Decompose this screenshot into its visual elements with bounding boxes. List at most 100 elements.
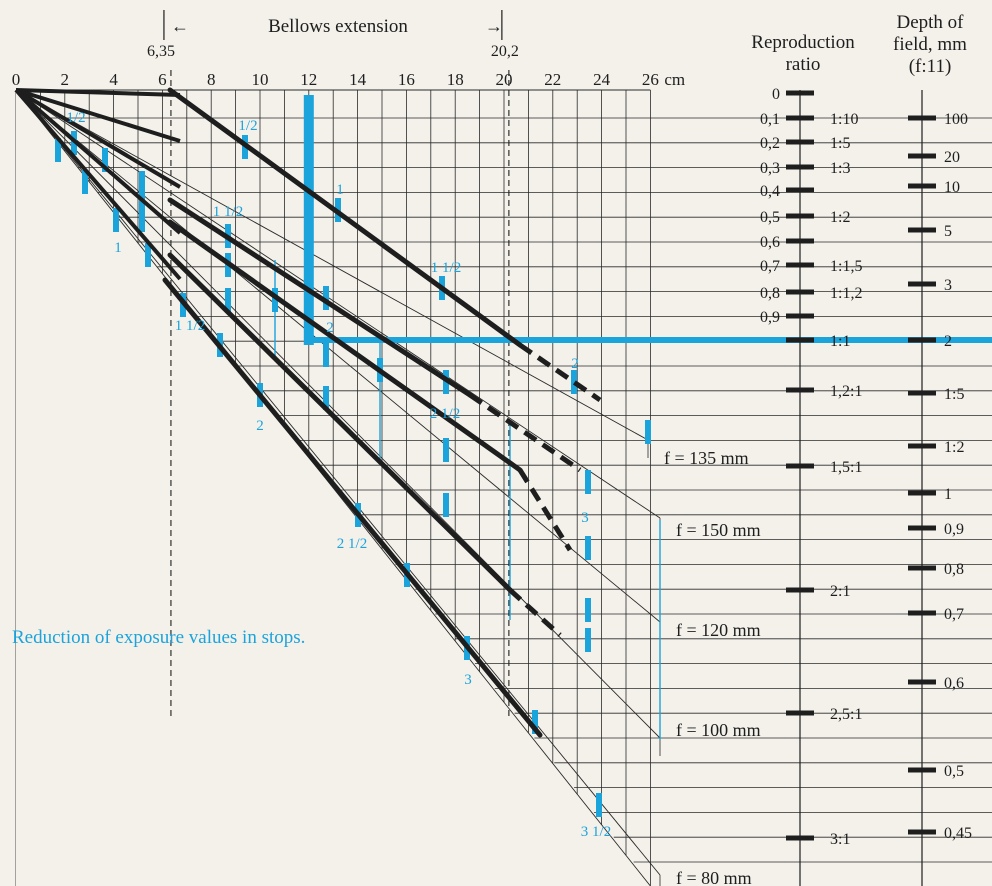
bellows-left-arrow: ← <box>171 16 189 36</box>
repro-right-label: 2,5:1 <box>830 706 862 723</box>
lens-line-dashed <box>508 588 562 637</box>
bellows-right-value: 20,2 <box>491 43 519 60</box>
exposure-label: 3 1/2 <box>581 824 611 840</box>
dof-label: 0,7 <box>944 606 964 623</box>
dof-tick <box>908 490 936 496</box>
dof-label: 0,6 <box>944 675 964 692</box>
repro-right-label: 1,2:1 <box>830 383 862 400</box>
dof-tick <box>908 153 936 159</box>
lens-line <box>167 219 523 473</box>
repro-tick <box>786 387 814 393</box>
repro-tick <box>786 313 814 319</box>
exposure-tick <box>571 370 577 394</box>
dof-label: 0,45 <box>944 825 972 842</box>
dof-title-3: (f:11) <box>909 56 952 77</box>
repro-right-label: 1:10 <box>830 111 858 128</box>
repro-tick <box>786 289 814 295</box>
dof-label: 2 <box>944 333 952 350</box>
right-scales <box>786 90 936 886</box>
exposure-tick <box>323 386 329 410</box>
lens-guide-line <box>15 89 661 876</box>
dof-tick <box>908 443 936 449</box>
lens-line-origin <box>14 88 182 281</box>
exposure-label: 2 1/2 <box>337 536 367 552</box>
exposure-tick <box>443 438 449 462</box>
exposure-label: 1/2 <box>66 110 85 126</box>
dof-tick <box>908 525 936 531</box>
bellows-left-value: 6,35 <box>147 43 175 60</box>
dof-tick <box>908 565 936 571</box>
dof-title-2: field, mm <box>893 34 967 55</box>
bellows-right-arrow: → <box>485 16 503 36</box>
x-tick-label: 4 <box>109 70 118 89</box>
exposure-tick <box>139 208 145 232</box>
repro-left-label: 0,5 <box>760 209 780 226</box>
repro-right-label: 1,5:1 <box>830 459 862 476</box>
repro-left-label: 0,6 <box>760 234 780 251</box>
dof-label: 0,9 <box>944 521 964 538</box>
dof-tick <box>908 767 936 773</box>
exposure-tick <box>596 793 602 817</box>
repro-right-label: 1:1,2 <box>830 285 862 302</box>
repro-left-label: 0,4 <box>760 183 780 200</box>
exposure-label: 1/2 <box>238 118 257 134</box>
repro-tick <box>786 164 814 170</box>
lens-guide-line <box>15 89 649 441</box>
repro-right-label: 1:1,5 <box>830 258 862 275</box>
lens-guide-line <box>15 89 661 519</box>
repro-right-label: 1:1 <box>830 333 850 350</box>
exposure-tick <box>145 243 151 267</box>
exposure-label: 1 <box>114 240 122 256</box>
x-tick-label: 12 <box>300 70 317 89</box>
example-highlight <box>303 95 992 345</box>
lens-line-dashed <box>517 468 573 552</box>
footnote: Reduction of exposure values in stops. <box>12 627 305 648</box>
dof-label: 20 <box>944 149 960 166</box>
dof-label: 0,5 <box>944 763 964 780</box>
text-labels: 00,1 1:100,2 1:50,3 1:30,40,5 1:20,60,7 1:1,5… <box>12 12 972 886</box>
exposure-tick <box>585 536 591 560</box>
repro-title-2: ratio <box>786 54 821 75</box>
exposure-tick <box>645 420 651 444</box>
dof-tick <box>908 610 936 616</box>
dof-label: 1 <box>944 486 952 503</box>
exposure-tick <box>55 138 61 162</box>
lens-line <box>162 277 543 738</box>
lens-line-origin <box>15 88 181 97</box>
lens-guide-line <box>15 89 661 623</box>
exposure-tick <box>323 286 329 310</box>
lens-label: f = 80 mm <box>676 868 752 886</box>
exposure-label: 2 1/2 <box>430 406 460 422</box>
dof-label: 100 <box>944 111 968 128</box>
dof-tick <box>908 337 936 343</box>
repro-right-label: 1:5 <box>830 135 850 152</box>
repro-left-label: 0,7 <box>760 258 780 275</box>
exposure-tick <box>585 628 591 652</box>
x-tick-label: 18 <box>447 70 464 89</box>
repro-tick <box>786 262 814 268</box>
x-tick-label: 24 <box>593 70 611 89</box>
x-tick-label: 6 <box>158 70 167 89</box>
lens-label: f = 120 mm <box>676 620 761 640</box>
x-tick-label: 22 <box>544 70 561 89</box>
x-tick-label: 10 <box>252 70 269 89</box>
dof-label: 0,8 <box>944 561 964 578</box>
repro-tick <box>786 463 814 469</box>
repro-tick <box>786 710 814 716</box>
repro-tick <box>786 337 814 343</box>
lens-label: f = 150 mm <box>676 520 761 540</box>
dof-tick <box>908 183 936 189</box>
repro-right-label: 1:2 <box>830 209 850 226</box>
exposure-label: 1 1/2 <box>175 318 205 334</box>
lens-label: f = 100 mm <box>676 720 761 740</box>
exposure-tick <box>102 148 108 172</box>
exposure-tick <box>532 710 538 734</box>
repro-right-label: 3:1 <box>830 831 850 848</box>
x-unit-label: cm <box>664 70 685 89</box>
lens-line-origin <box>14 88 182 189</box>
exposure-tick <box>585 470 591 494</box>
exposure-label: 3 <box>464 672 472 688</box>
x-tick-label: 16 <box>398 70 415 89</box>
repro-tick <box>786 90 814 96</box>
